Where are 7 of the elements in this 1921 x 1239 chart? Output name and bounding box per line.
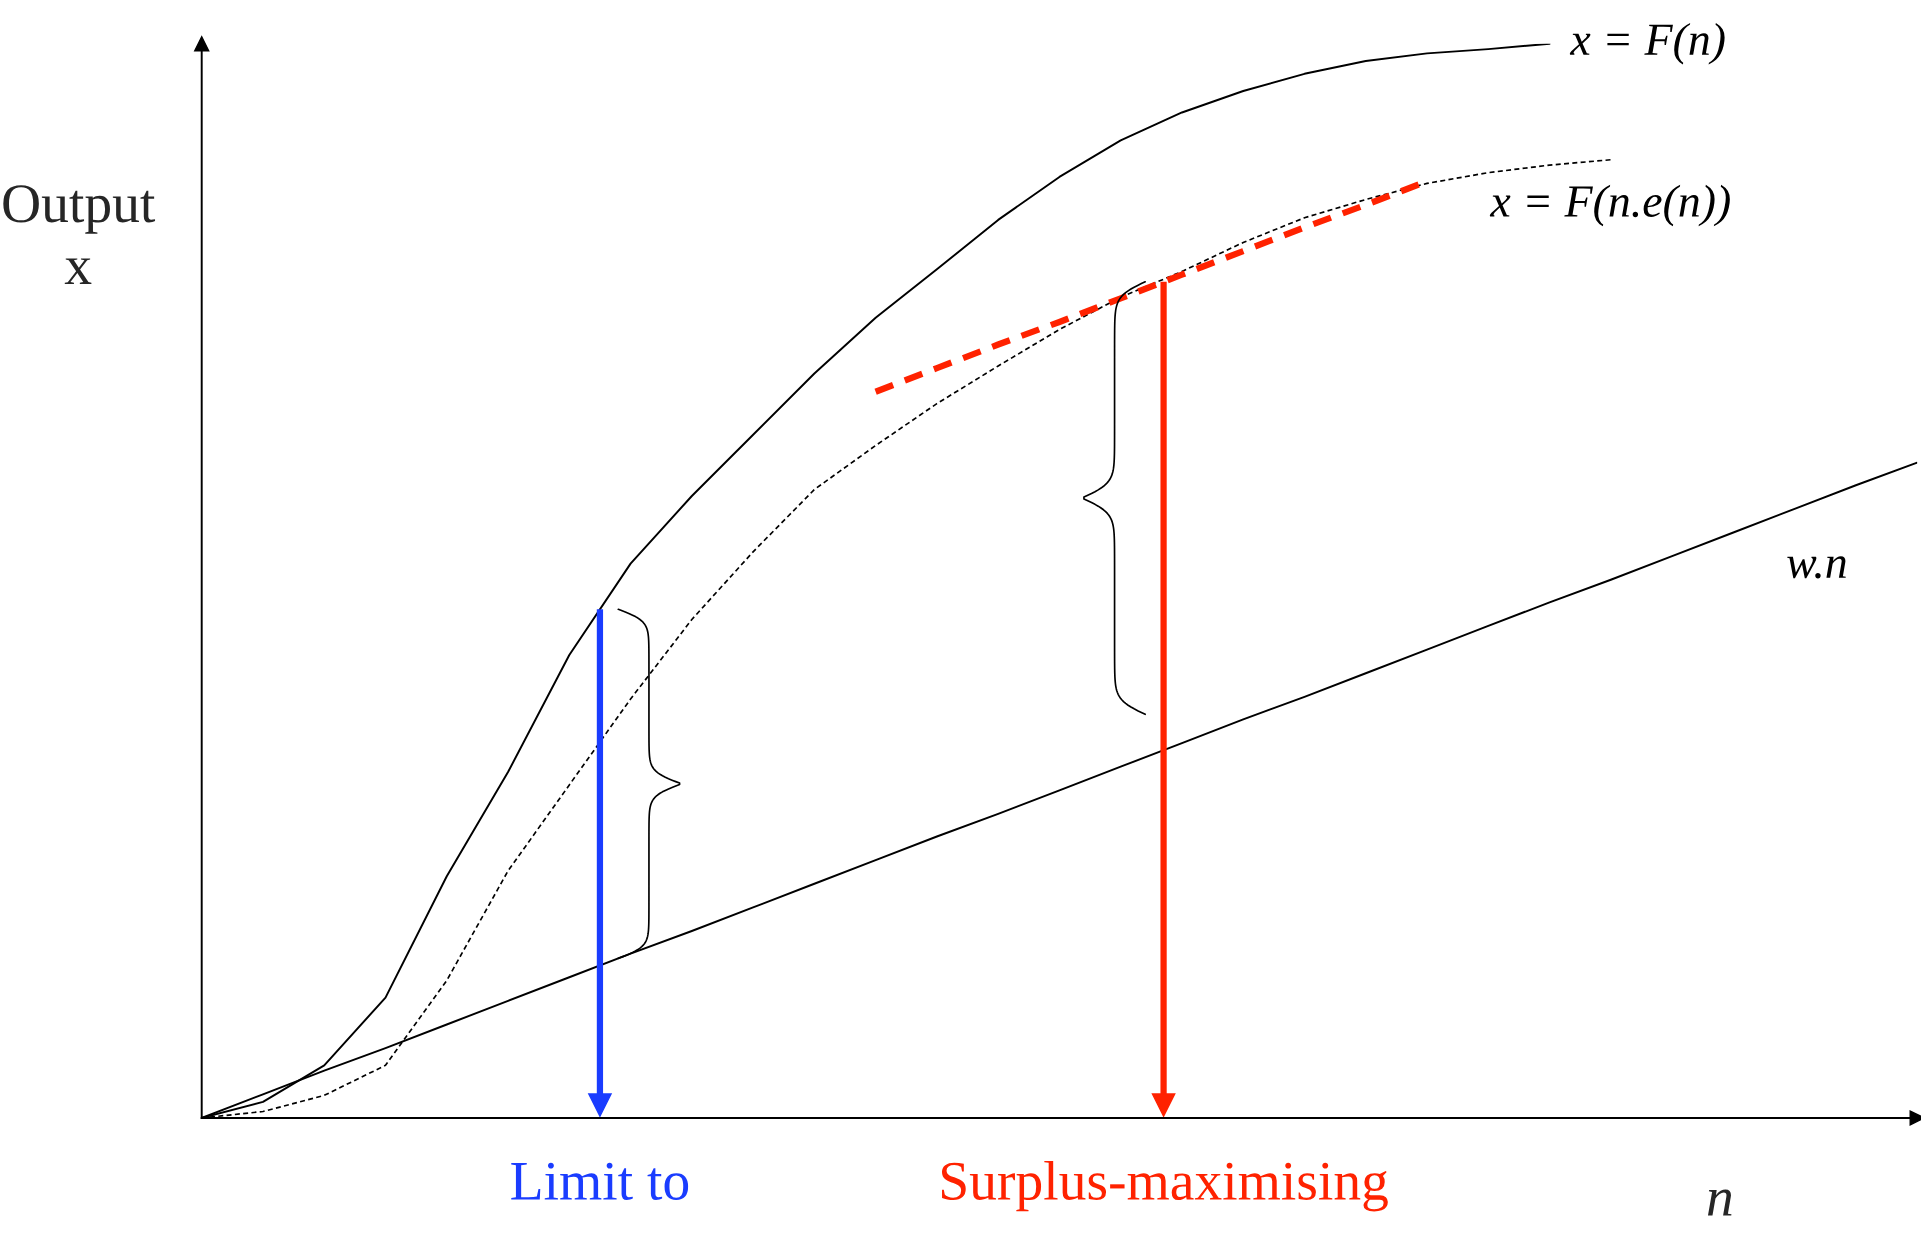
series-label: x = F(n.e(n)) [1489, 184, 1730, 227]
text: Surplus-maximising [941, 1160, 1388, 1212]
text: Limit to [511, 1162, 689, 1201]
y-axis-title: Output x [3, 185, 156, 284]
x-axis-title: n [1707, 1189, 1732, 1216]
series-label: w.n [1787, 556, 1846, 579]
series-label: x = F(n) [1569, 22, 1725, 65]
